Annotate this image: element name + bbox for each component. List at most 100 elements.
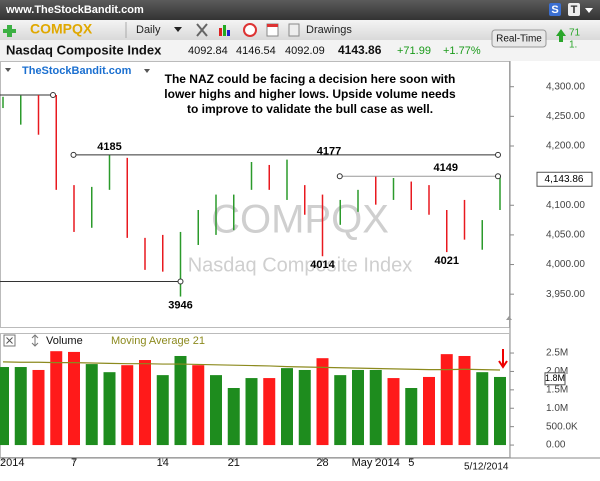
side-top: 71 bbox=[569, 28, 581, 39]
quote-high: 4146.54 bbox=[236, 45, 276, 57]
level-label: 4014 bbox=[310, 259, 335, 271]
y-tick-label: 1.5M bbox=[546, 384, 568, 395]
volume-bar bbox=[0, 367, 9, 446]
last-volume-box bbox=[544, 372, 566, 386]
volume-bar bbox=[156, 375, 169, 446]
level-handle bbox=[495, 173, 501, 180]
quote-name: Nasdaq Composite Index bbox=[6, 42, 162, 57]
menu-arrow[interactable] bbox=[585, 8, 593, 13]
note-line: to improve to validate the bull case as … bbox=[187, 102, 433, 116]
watermark-sub: Nasdaq Composite Index bbox=[188, 254, 413, 276]
price-panel bbox=[0, 61, 510, 328]
quote-last: 4143.86 bbox=[338, 43, 382, 57]
resize-handle bbox=[506, 316, 512, 320]
volume-bar bbox=[227, 388, 240, 446]
note-line: lower highs and higher lows. Upside volu… bbox=[164, 87, 456, 101]
volume-bar bbox=[369, 369, 382, 446]
add-icon[interactable] bbox=[3, 25, 16, 37]
source: TheStockBandit.com bbox=[22, 65, 132, 77]
realtime-button[interactable] bbox=[491, 29, 547, 48]
y-tick-label: 4,050.00 bbox=[546, 230, 585, 241]
volume-bar bbox=[440, 354, 453, 446]
y-tick-label: 4,000.00 bbox=[546, 259, 585, 270]
y-tick-label: 4,300.00 bbox=[546, 81, 585, 92]
volume-bar bbox=[192, 365, 205, 446]
share-button[interactable] bbox=[549, 3, 561, 16]
quote-change: +71.99 bbox=[397, 45, 431, 57]
x-tick-label: 28 bbox=[316, 457, 328, 469]
panel-menu[interactable] bbox=[5, 68, 11, 72]
legend-entry: Moving Average 21 bbox=[111, 335, 205, 347]
volume-bar bbox=[334, 375, 347, 446]
volume-bar bbox=[494, 376, 506, 446]
volume-bar bbox=[298, 369, 311, 446]
chart-icon[interactable] bbox=[227, 30, 230, 36]
x-tick-label: 5 bbox=[408, 457, 414, 469]
text-button[interactable] bbox=[568, 3, 580, 16]
dropdown-arrow[interactable] bbox=[174, 27, 182, 32]
x-tick-label: 2014 bbox=[0, 457, 24, 469]
note-line: The NAZ could be facing a decision here … bbox=[165, 72, 456, 86]
alarm-icon[interactable] bbox=[243, 23, 257, 37]
level-label: 3946 bbox=[168, 299, 192, 311]
volume-bar bbox=[245, 378, 258, 446]
volume-bar bbox=[14, 367, 27, 446]
volume-bar bbox=[405, 388, 418, 446]
volume-bar bbox=[476, 372, 489, 446]
volume-bar bbox=[316, 358, 329, 446]
level-handle bbox=[495, 151, 501, 158]
last-price-box bbox=[536, 171, 593, 187]
y-tick-label: 4,250.00 bbox=[546, 111, 585, 122]
share-label: S bbox=[551, 4, 558, 16]
quote-bar bbox=[0, 40, 600, 61]
legend-entry: Volume bbox=[46, 335, 83, 347]
volume-bar bbox=[32, 369, 45, 446]
text-label: T bbox=[571, 4, 578, 16]
drawings-icon[interactable] bbox=[288, 23, 300, 37]
volume-bar bbox=[139, 360, 151, 446]
up-arrow bbox=[556, 29, 566, 42]
volume-bar bbox=[121, 365, 134, 446]
volume-bar bbox=[174, 355, 187, 446]
trend-handle bbox=[50, 92, 56, 98]
volume-bar bbox=[103, 372, 116, 446]
watermark: COMPQX bbox=[211, 198, 389, 242]
x-tick-label: 7 bbox=[71, 457, 77, 469]
drawings[interactable]: Drawings bbox=[306, 24, 352, 36]
volume-bar bbox=[210, 375, 222, 446]
y-tick-label: 500.0K bbox=[546, 421, 578, 432]
date-label: 5/12/2014 bbox=[464, 462, 509, 473]
chart-icon[interactable] bbox=[223, 25, 226, 36]
volume-bar bbox=[458, 355, 471, 446]
level-label: 4185 bbox=[97, 141, 121, 153]
y-tick-label: 1.0M bbox=[546, 403, 568, 414]
y-tick-label: 2.5M bbox=[546, 348, 568, 359]
level-label: 4149 bbox=[434, 162, 458, 174]
quote-open: 4092.84 bbox=[188, 45, 228, 57]
y-tick-label: 4,200.00 bbox=[546, 141, 585, 152]
period[interactable]: Daily bbox=[136, 24, 161, 36]
moving-average bbox=[2, 361, 501, 371]
y-tick-label: 0.00 bbox=[546, 440, 566, 451]
volume-bar bbox=[68, 351, 80, 446]
close-icon bbox=[6, 337, 13, 344]
side-bottom: 1. bbox=[569, 40, 577, 51]
y-tick-label: 4,100.00 bbox=[546, 200, 585, 211]
last-price-label: 4,143.86 bbox=[545, 174, 584, 185]
red-arrow bbox=[498, 349, 508, 369]
x-tick-label: May 2014 bbox=[352, 457, 400, 469]
symbol[interactable]: COMPQX bbox=[30, 21, 93, 37]
top-bar bbox=[0, 0, 600, 20]
tools-icon[interactable] bbox=[196, 23, 208, 37]
source-arrow[interactable] bbox=[144, 69, 150, 73]
level-label: 4177 bbox=[317, 146, 341, 158]
chart-icon[interactable] bbox=[219, 28, 222, 36]
volume-bar bbox=[85, 364, 98, 446]
volume-bar bbox=[352, 369, 364, 446]
x-tick-label: 14 bbox=[157, 457, 169, 469]
level-handle bbox=[336, 173, 343, 180]
move-icon[interactable] bbox=[31, 334, 39, 347]
volume-bar bbox=[281, 368, 293, 446]
